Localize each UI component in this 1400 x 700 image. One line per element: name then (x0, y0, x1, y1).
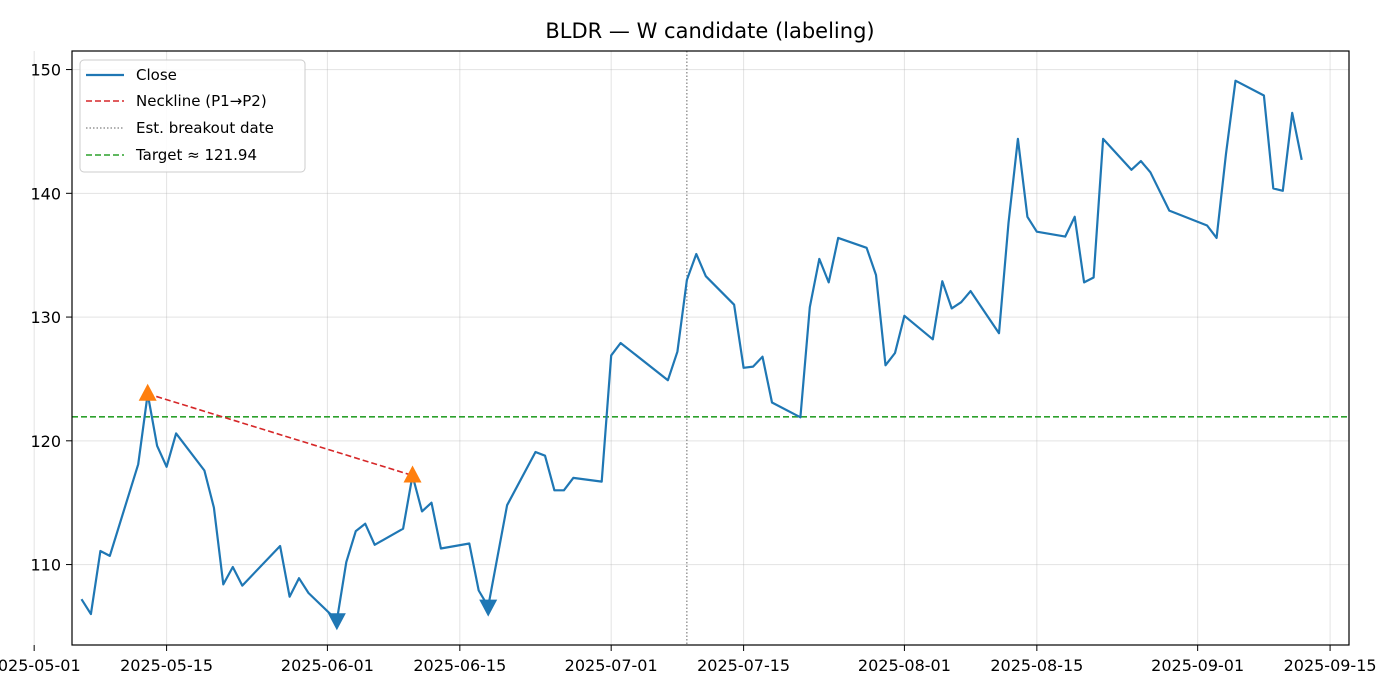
x-tick-label: 2025-05-15 (120, 656, 213, 675)
x-tick-label: 2025-05-01 (0, 656, 81, 675)
x-tick-label: 2025-07-01 (565, 656, 658, 675)
chart-title: BLDR — W candidate (labeling) (545, 19, 874, 43)
y-tick-label: 150 (30, 61, 61, 80)
x-axis: 2025-05-01 2025-05-15 2025-06-01 2025-06-15… (0, 645, 1377, 675)
x-tick-label: 2025-06-15 (413, 656, 506, 675)
peak-marker (138, 383, 157, 401)
plot-area (72, 51, 1349, 645)
legend-label-close: Close (136, 66, 177, 84)
x-tick-label: 2025-08-15 (990, 656, 1083, 675)
neckline (147, 393, 413, 477)
legend-label-neckline: Neckline (P1→P2) (136, 92, 267, 110)
legend-label-target: Target ≈ 121.94 (135, 146, 257, 164)
x-tick-label: 2025-08-01 (858, 656, 951, 675)
x-tick-label: 2025-06-01 (281, 656, 374, 675)
legend-label-breakout: Est. breakout date (136, 119, 274, 137)
y-tick-label: 120 (30, 432, 61, 451)
y-tick-label: 110 (30, 556, 61, 575)
y-tick-label: 140 (30, 184, 61, 203)
grid (33, 51, 1349, 645)
trough-marker (327, 613, 346, 631)
peak-marker (403, 465, 422, 483)
x-tick-label: 2025-09-15 (1284, 656, 1377, 675)
close-series-line (80, 79, 1303, 622)
axes-frame (71, 50, 1350, 646)
y-axis: 110 120 130 140 150 (30, 61, 72, 575)
y-tick-label: 130 (30, 308, 61, 327)
x-tick-label: 2025-07-15 (697, 656, 790, 675)
x-tick-label: 2025-09-01 (1151, 656, 1244, 675)
legend-box (79, 59, 306, 173)
trough-marker (479, 599, 498, 617)
legend: Close Neckline (P1→P2) Est. breakout dat… (79, 59, 306, 173)
